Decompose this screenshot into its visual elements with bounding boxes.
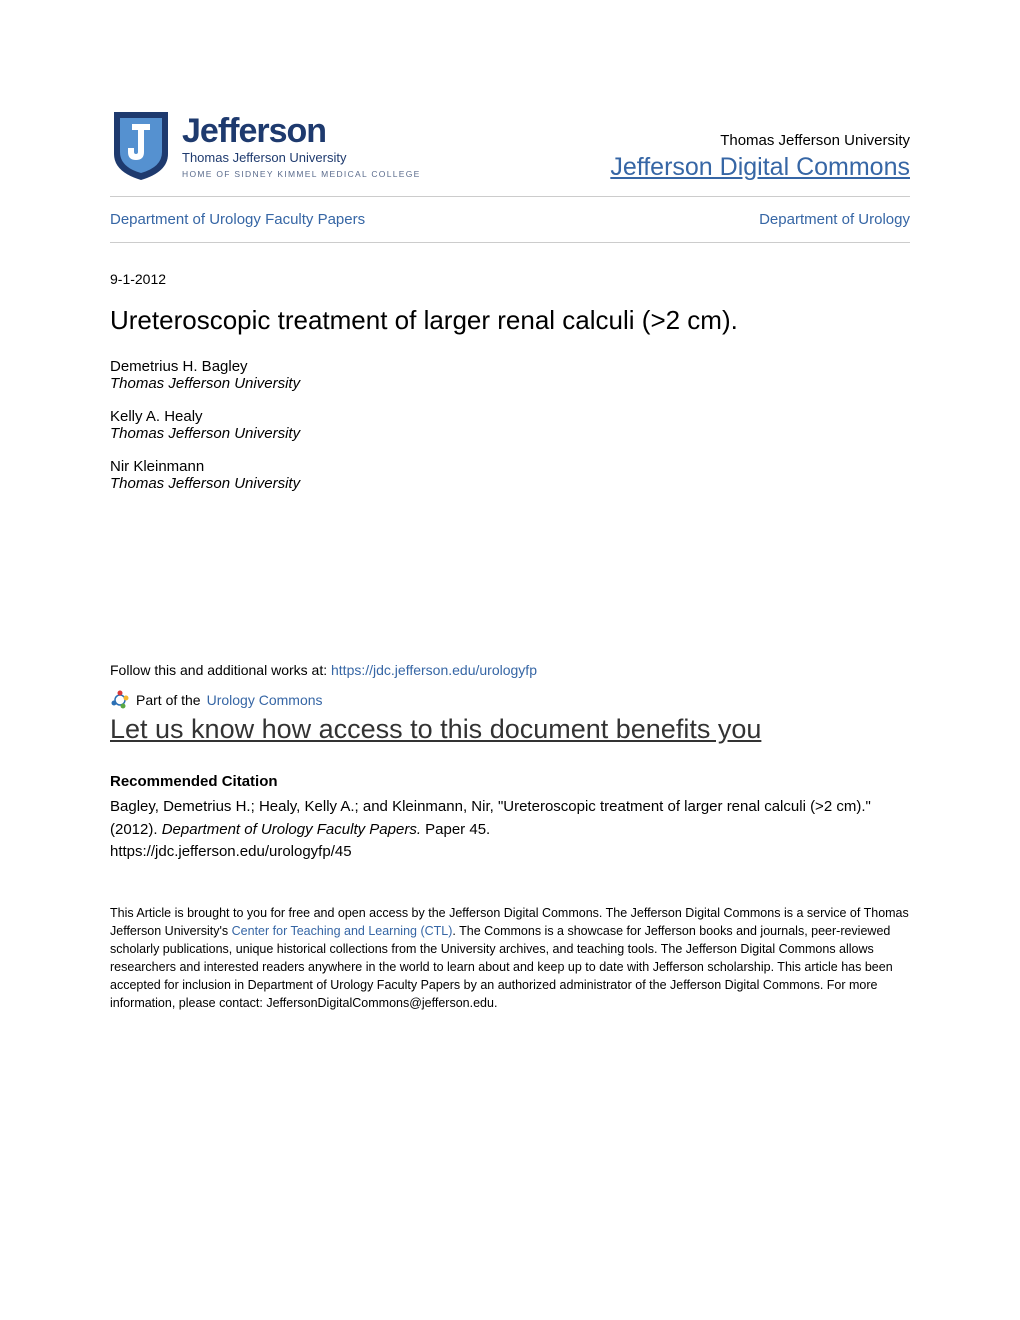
citation-text: Bagley, Demetrius H.; Healy, Kelly A.; a…: [110, 796, 910, 864]
jefferson-shield-icon: [110, 110, 172, 182]
author-block: Demetrius H. Bagley Thomas Jefferson Uni…: [110, 358, 910, 392]
university-name: Thomas Jefferson University: [610, 132, 910, 149]
breadcrumb-nav: Department of Urology Faculty Papers Dep…: [110, 197, 910, 243]
repository-link[interactable]: Jefferson Digital Commons: [610, 153, 910, 181]
author-name: Kelly A. Healy: [110, 408, 910, 425]
logo-sub: Thomas Jefferson University: [182, 150, 421, 165]
author-affiliation: Thomas Jefferson University: [110, 425, 910, 442]
part-of-prefix: Part of the: [136, 692, 201, 708]
author-block: Nir Kleinmann Thomas Jefferson Universit…: [110, 458, 910, 492]
author-name: Nir Kleinmann: [110, 458, 910, 475]
authors-list: Demetrius H. Bagley Thomas Jefferson Uni…: [110, 358, 910, 492]
author-affiliation: Thomas Jefferson University: [110, 475, 910, 492]
logo-block: Jefferson Thomas Jefferson University HO…: [110, 110, 421, 182]
collection-link[interactable]: Department of Urology Faculty Papers: [110, 211, 365, 228]
citation-italic: Department of Urology Faculty Papers.: [162, 821, 421, 838]
follow-prefix: Follow this and additional works at:: [110, 662, 331, 678]
logo-main: Jefferson: [182, 114, 421, 148]
citation-heading: Recommended Citation: [110, 773, 910, 790]
ctl-link[interactable]: Center for Teaching and Learning (CTL): [232, 924, 453, 938]
logo-tagline: HOME OF SIDNEY KIMMEL MEDICAL COLLEGE: [182, 169, 421, 179]
author-affiliation: Thomas Jefferson University: [110, 375, 910, 392]
author-block: Kelly A. Healy Thomas Jefferson Universi…: [110, 408, 910, 442]
department-link[interactable]: Department of Urology: [759, 211, 910, 228]
publication-date: 9-1-2012: [110, 271, 910, 287]
follow-section: Follow this and additional works at: htt…: [110, 662, 910, 745]
citation-part2: Paper 45.: [421, 821, 490, 838]
page-header: Jefferson Thomas Jefferson University HO…: [110, 110, 910, 197]
commons-network-icon: [110, 690, 130, 710]
article-title: Ureteroscopic treatment of larger renal …: [110, 305, 910, 336]
footer-text: This Article is brought to you for free …: [110, 904, 910, 1013]
discipline-link[interactable]: Urology Commons: [207, 692, 323, 708]
logo-text: Jefferson Thomas Jefferson University HO…: [182, 114, 421, 179]
benefits-link[interactable]: Let us know how access to this document …: [110, 714, 910, 745]
part-of-row: Part of the Urology Commons: [110, 690, 910, 710]
citation-section: Recommended Citation Bagley, Demetrius H…: [110, 773, 910, 864]
follow-link[interactable]: https://jdc.jefferson.edu/urologyfp: [331, 662, 537, 678]
author-name: Demetrius H. Bagley: [110, 358, 910, 375]
citation-url: https://jdc.jefferson.edu/urologyfp/45: [110, 843, 352, 860]
header-right: Thomas Jefferson University Jefferson Di…: [610, 132, 910, 182]
